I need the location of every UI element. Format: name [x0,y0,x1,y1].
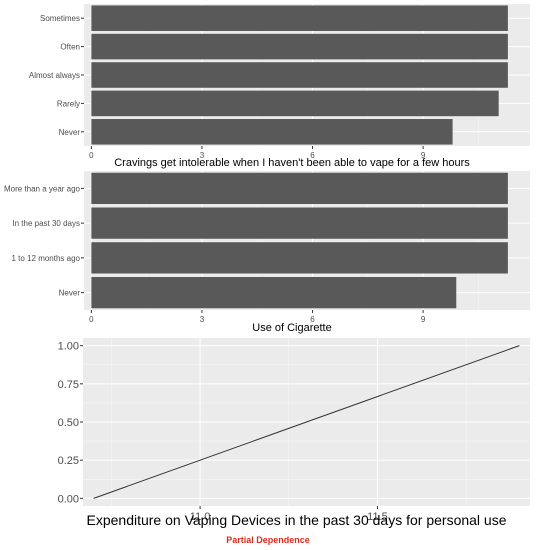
bar-often [91,33,508,60]
x-tick-label: 9 [421,151,426,160]
y-tick-label: 0.50 [58,417,79,429]
y-tick-label: 0.25 [58,455,79,467]
x-tick-label: 11.0 [190,511,211,523]
chart-2: 0 3 6 9 More than a year ago In the past 30 d… [4,171,530,334]
x-tick-label: 6 [310,315,315,324]
x-axis-label: Cravings get intolerable when I haven't … [114,157,470,169]
x-tick-label: 0 [89,315,94,324]
x-axis-label: Expenditure on Vaping Devices in the pas… [87,512,507,528]
y-tick-label: Almost always [29,71,80,80]
bar-more-than-a-year-ago [91,172,508,205]
bar-in-the-past-30-days [91,207,508,239]
x-tick-label: 11.5 [367,511,388,523]
y-tick-label: 1 to 12 months ago [12,254,81,263]
x-axis-label: Use of Cigarette [252,322,331,334]
x-tick-label: 6 [310,151,315,160]
bar-never [91,276,457,309]
y-tick-label: Never [59,289,81,298]
bar-never [91,119,453,145]
x-tick-label: 3 [200,151,205,160]
chart-3: 11.0 11.5 0.00 0.25 0.50 0.75 1.00 Expenditure … [58,338,530,528]
x-tick-label: 0 [89,151,94,160]
y-tick-label: In the past 30 days [12,219,80,228]
chart-1: 0 3 6 9 Sometimes Often Almost always Rarely Nev… [29,4,530,169]
y-tick-label: 0.00 [58,493,79,505]
y-tick-label: 1.00 [58,341,79,353]
y-tick-label: Rarely [57,99,80,108]
y-tick-label: Never [59,128,81,137]
bar-sometimes [91,5,508,31]
x-tick-label: 3 [200,315,205,324]
bar-almost-always [91,62,508,88]
y-tick-label: 0.75 [58,379,79,391]
partial-dependence-line [93,345,520,499]
bar-1-to-12-months-ago [91,242,508,274]
bar-rarely [91,90,499,117]
y-tick-label: Sometimes [40,14,80,23]
y-tick-label: Often [60,43,80,52]
y-tick-label: More than a year ago [4,184,81,193]
x-tick-label: 9 [421,315,426,324]
footer-label: Partial Dependence [226,535,310,545]
